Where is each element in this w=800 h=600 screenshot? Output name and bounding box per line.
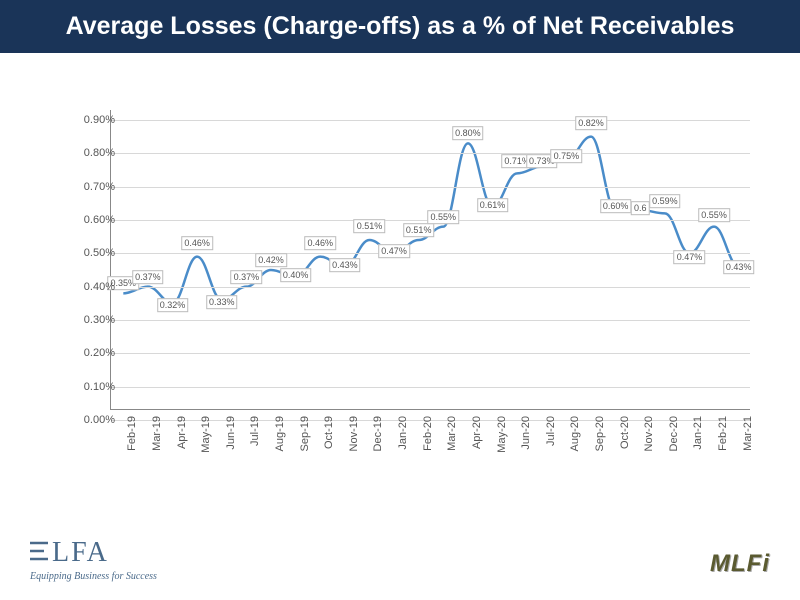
data-point-label: 0.32% [157,299,189,313]
x-axis-label: Jun-19 [225,416,237,450]
y-axis-label: 0.00% [65,414,115,426]
elfa-logo: LFA Equipping Business for Success [30,537,157,582]
data-point-label: 0.37% [132,270,164,284]
grid-line [111,153,750,154]
x-axis-label: Jun-20 [520,416,532,450]
x-axis-label: Jan-20 [397,416,409,450]
data-point-label: 0.46% [181,236,213,250]
grid-line [111,287,750,288]
y-axis-label: 0.30% [65,314,115,326]
data-point-label: 0.51% [354,219,386,233]
data-point-label: 0.6 [631,201,650,215]
x-axis-label: May-19 [200,416,212,453]
x-axis-label: Aug-20 [569,416,581,451]
y-axis-label: 0.80% [65,147,115,159]
y-axis-label: 0.70% [65,181,115,193]
x-axis-label: Jul-19 [249,416,261,446]
x-axis-label: Nov-19 [348,416,360,451]
data-point-label: 0.40% [280,268,312,282]
x-axis-label: Feb-21 [717,416,729,451]
data-point-label: 0.47% [674,251,706,265]
x-axis-label: Apr-19 [176,416,188,449]
data-point-label: 0.51% [403,223,435,237]
grid-line [111,253,750,254]
x-axis-label: Jul-20 [545,416,557,446]
x-axis-label: Apr-20 [471,416,483,449]
grid-line [111,320,750,321]
x-axis-label: Mar-21 [742,416,754,451]
x-axis-label: Aug-19 [274,416,286,451]
grid-line [111,387,750,388]
y-axis-label: 0.90% [65,114,115,126]
x-axis-label: Oct-20 [619,416,631,449]
y-axis-label: 0.50% [65,247,115,259]
x-axis-label: Nov-20 [643,416,655,451]
mlfi-logo: MLFi [710,550,770,578]
y-axis-label: 0.10% [65,381,115,393]
y-axis-label: 0.20% [65,347,115,359]
x-axis-label: Sep-19 [299,416,311,451]
data-point-label: 0.80% [452,127,484,141]
data-point-label: 0.42% [255,253,287,267]
data-point-label: 0.46% [304,236,336,250]
grid-line [111,187,750,188]
data-point-label: 0.55% [428,210,460,224]
data-point-label: 0.82% [575,116,607,130]
data-point-label: 0.55% [698,208,730,222]
x-axis-label: Feb-20 [422,416,434,451]
data-point-label: 0.47% [378,245,410,259]
x-axis-label: Mar-20 [446,416,458,451]
data-point-label: 0.61% [477,198,509,212]
grid-line [111,353,750,354]
grid-line [111,120,750,121]
data-point-label: 0.43% [329,258,361,272]
chart-title: Average Losses (Charge-offs) as a % of N… [0,0,800,53]
plot-region: 0.35%0.37%0.32%0.46%0.33%0.37%0.42%0.40%… [110,110,750,410]
x-axis-label: Mar-19 [151,416,163,451]
data-point-label: 0.60% [600,199,632,213]
data-point-label: 0.37% [231,270,263,284]
line-chart-svg [111,110,750,409]
data-point-label: 0.43% [723,260,755,274]
x-axis-label: Sep-20 [594,416,606,451]
x-axis-label: Dec-20 [668,416,680,451]
x-axis-label: Feb-19 [126,416,138,451]
data-point-label: 0.75% [551,149,583,163]
y-axis-label: 0.40% [65,281,115,293]
data-point-label: 0.33% [206,295,238,309]
y-axis-label: 0.60% [65,214,115,226]
x-axis-label: Jan-21 [692,416,704,450]
chart-area: 0.35%0.37%0.32%0.46%0.33%0.37%0.42%0.40%… [60,100,760,480]
data-point-label: 0.59% [649,195,681,209]
x-axis-label: Dec-19 [372,416,384,451]
x-axis-label: May-20 [496,416,508,453]
x-axis-label: Oct-19 [323,416,335,449]
elfa-tagline: Equipping Business for Success [30,571,157,582]
